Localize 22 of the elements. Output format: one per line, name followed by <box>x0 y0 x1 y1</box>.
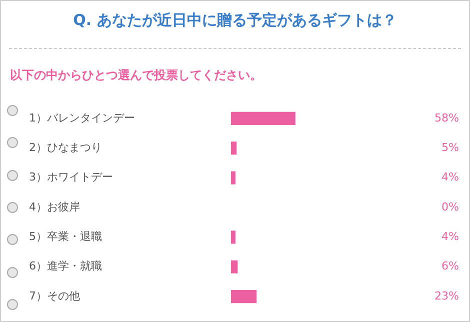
y-tick-label: 5）卒業・退職 <box>29 230 102 244</box>
data-label: 0% <box>442 200 459 214</box>
y-tick-label: 1）バレンタインデー <box>29 111 135 124</box>
bar <box>231 142 237 155</box>
chart-title: Q. あなたが近日中に贈る予定があるギフトは？ <box>72 11 398 30</box>
bar <box>231 230 236 244</box>
bar <box>231 171 236 184</box>
data-label: 4% <box>442 230 459 244</box>
bar <box>231 260 238 274</box>
data-label: 58% <box>434 111 459 124</box>
y-tick-label: 4）お彼岸 <box>29 200 80 214</box>
chart-subtitle: 以下の中からひとつ選んで投票してください。 <box>10 67 262 84</box>
y-tick-label: 2）ひなまつり <box>29 140 102 154</box>
data-label: 6% <box>442 260 459 273</box>
data-label: 5% <box>442 140 459 154</box>
y-tick-label: 7）その他 <box>29 289 80 302</box>
y-tick-label: 6）進学・就職 <box>29 260 102 273</box>
data-label: 4% <box>442 170 459 184</box>
bar <box>231 112 296 125</box>
bar <box>231 290 257 304</box>
data-label: 23% <box>434 289 459 302</box>
y-tick-label: 3）ホワイトデー <box>29 170 113 184</box>
